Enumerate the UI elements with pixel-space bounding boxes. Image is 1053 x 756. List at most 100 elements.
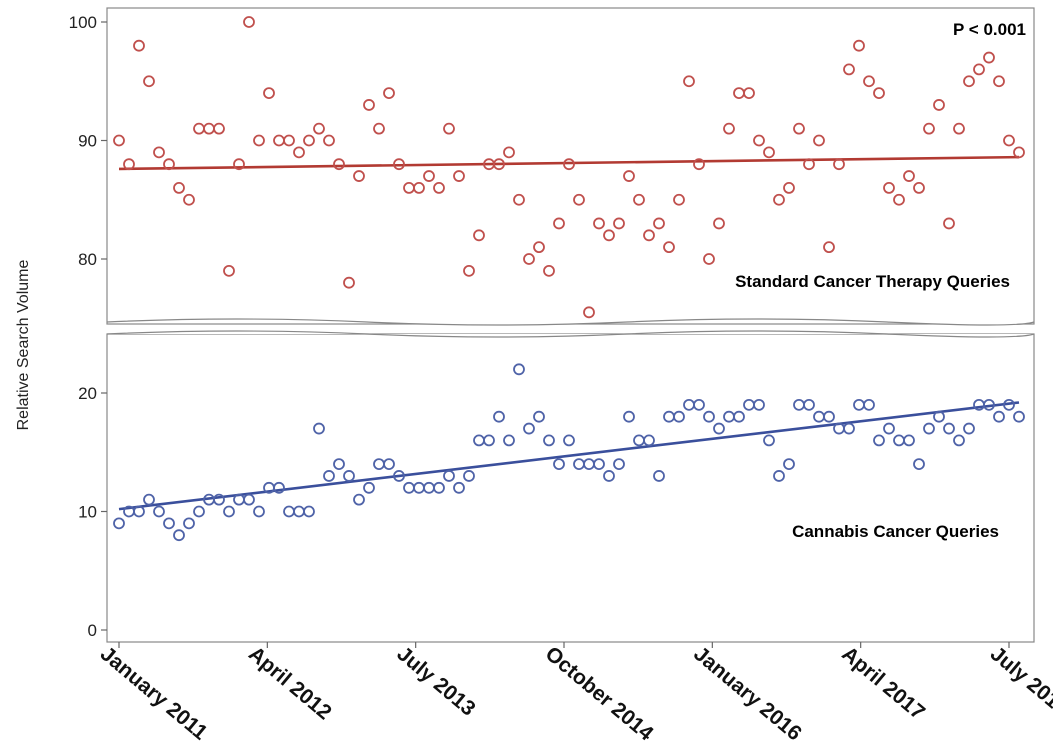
top-point xyxy=(644,230,654,240)
top-point xyxy=(764,147,774,157)
top-point xyxy=(174,183,184,193)
top-point xyxy=(414,183,424,193)
series-label-standard-therapy: Standard Cancer Therapy Queries xyxy=(735,272,1010,291)
top-point xyxy=(114,136,124,146)
series-label-cannabis: Cannabis Cancer Queries xyxy=(792,522,999,541)
bottom-point xyxy=(754,400,764,410)
top-point xyxy=(744,88,754,98)
bottom-point xyxy=(364,483,374,493)
top-point xyxy=(274,136,284,146)
bottom-point xyxy=(614,459,624,469)
top-point xyxy=(344,278,354,288)
bottom-point xyxy=(494,412,504,422)
bottom-point xyxy=(864,400,874,410)
top-ytick-label: 100 xyxy=(69,13,97,32)
top-point xyxy=(654,218,664,228)
top-point xyxy=(964,76,974,86)
bottom-panel-break-line xyxy=(107,331,1034,337)
x-tick-label: July 2013 xyxy=(392,642,479,720)
top-point xyxy=(934,100,944,110)
bottom-point xyxy=(674,412,684,422)
bottom-point xyxy=(244,495,254,505)
bottom-point xyxy=(684,400,694,410)
bottom-point xyxy=(564,435,574,445)
bottom-point xyxy=(784,459,794,469)
bottom-point xyxy=(434,483,444,493)
top-point xyxy=(574,195,584,205)
top-point xyxy=(704,254,714,264)
bottom-point xyxy=(344,471,354,481)
bottom-point xyxy=(714,424,724,434)
bottom-point xyxy=(224,507,234,517)
bottom-point xyxy=(604,471,614,481)
top-point xyxy=(634,195,644,205)
top-point xyxy=(1004,136,1014,146)
bottom-point xyxy=(824,412,834,422)
bottom-point xyxy=(894,435,904,445)
bottom-point xyxy=(114,518,124,528)
top-point xyxy=(604,230,614,240)
top-point xyxy=(534,242,544,252)
top-point xyxy=(854,41,864,51)
top-point xyxy=(714,218,724,228)
bottom-point xyxy=(254,507,264,517)
top-point xyxy=(984,53,994,63)
top-point xyxy=(814,136,824,146)
top-point xyxy=(994,76,1004,86)
top-point xyxy=(734,88,744,98)
bottom-point xyxy=(794,400,804,410)
top-point xyxy=(884,183,894,193)
bottom-point xyxy=(504,435,514,445)
top-point xyxy=(664,242,674,252)
bottom-point xyxy=(964,424,974,434)
bottom-point xyxy=(354,495,364,505)
bottom-point xyxy=(854,400,864,410)
bottom-point xyxy=(624,412,634,422)
bottom-point xyxy=(804,400,814,410)
top-point xyxy=(874,88,884,98)
bottom-panel-frame xyxy=(107,334,1034,642)
top-point xyxy=(524,254,534,264)
top-point xyxy=(594,218,604,228)
bottom-point xyxy=(654,471,664,481)
top-point xyxy=(584,307,594,317)
bottom-y-ticks: 01020 xyxy=(78,384,107,640)
bottom-point xyxy=(584,459,594,469)
top-point xyxy=(424,171,434,181)
bottom-point xyxy=(294,507,304,517)
top-point xyxy=(294,147,304,157)
bottom-point xyxy=(384,459,394,469)
bottom-point xyxy=(724,412,734,422)
x-tick-label: July 2018 xyxy=(986,642,1053,721)
x-tick-label: January 2016 xyxy=(689,642,806,745)
bottom-points xyxy=(114,364,1024,540)
bottom-point xyxy=(284,507,294,517)
top-point xyxy=(184,195,194,205)
bottom-point xyxy=(554,459,564,469)
bottom-point xyxy=(594,459,604,469)
bottom-ytick-label: 20 xyxy=(78,384,97,403)
top-point xyxy=(214,124,224,134)
bottom-point xyxy=(574,459,584,469)
top-point xyxy=(364,100,374,110)
top-point xyxy=(864,76,874,86)
bottom-point xyxy=(694,400,704,410)
top-point xyxy=(914,183,924,193)
top-point xyxy=(144,76,154,86)
top-ytick-label: 80 xyxy=(78,250,97,269)
top-point xyxy=(334,159,344,169)
top-point xyxy=(374,124,384,134)
bottom-point xyxy=(634,435,644,445)
bottom-point xyxy=(874,435,884,445)
top-point xyxy=(944,218,954,228)
top-point xyxy=(384,88,394,98)
top-point xyxy=(974,64,984,74)
top-point xyxy=(724,124,734,134)
bottom-point xyxy=(704,412,714,422)
x-tick-label: April 2017 xyxy=(837,642,929,724)
top-point xyxy=(954,124,964,134)
top-point xyxy=(314,124,324,134)
top-point xyxy=(904,171,914,181)
